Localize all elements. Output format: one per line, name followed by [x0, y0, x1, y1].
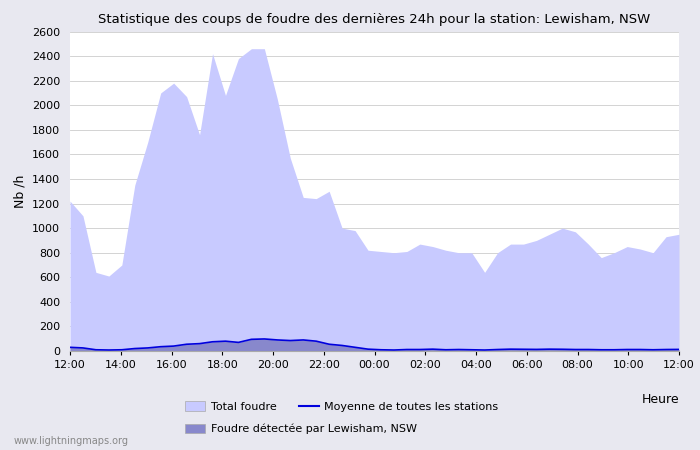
Y-axis label: Nb /h: Nb /h [13, 175, 27, 208]
Legend: Foudre détectée par Lewisham, NSW: Foudre détectée par Lewisham, NSW [186, 423, 416, 434]
Text: www.lightningmaps.org: www.lightningmaps.org [14, 436, 129, 446]
Title: Statistique des coups de foudre des dernières 24h pour la station: Lewisham, NSW: Statistique des coups de foudre des dern… [99, 13, 650, 26]
Text: Heure: Heure [641, 392, 679, 405]
